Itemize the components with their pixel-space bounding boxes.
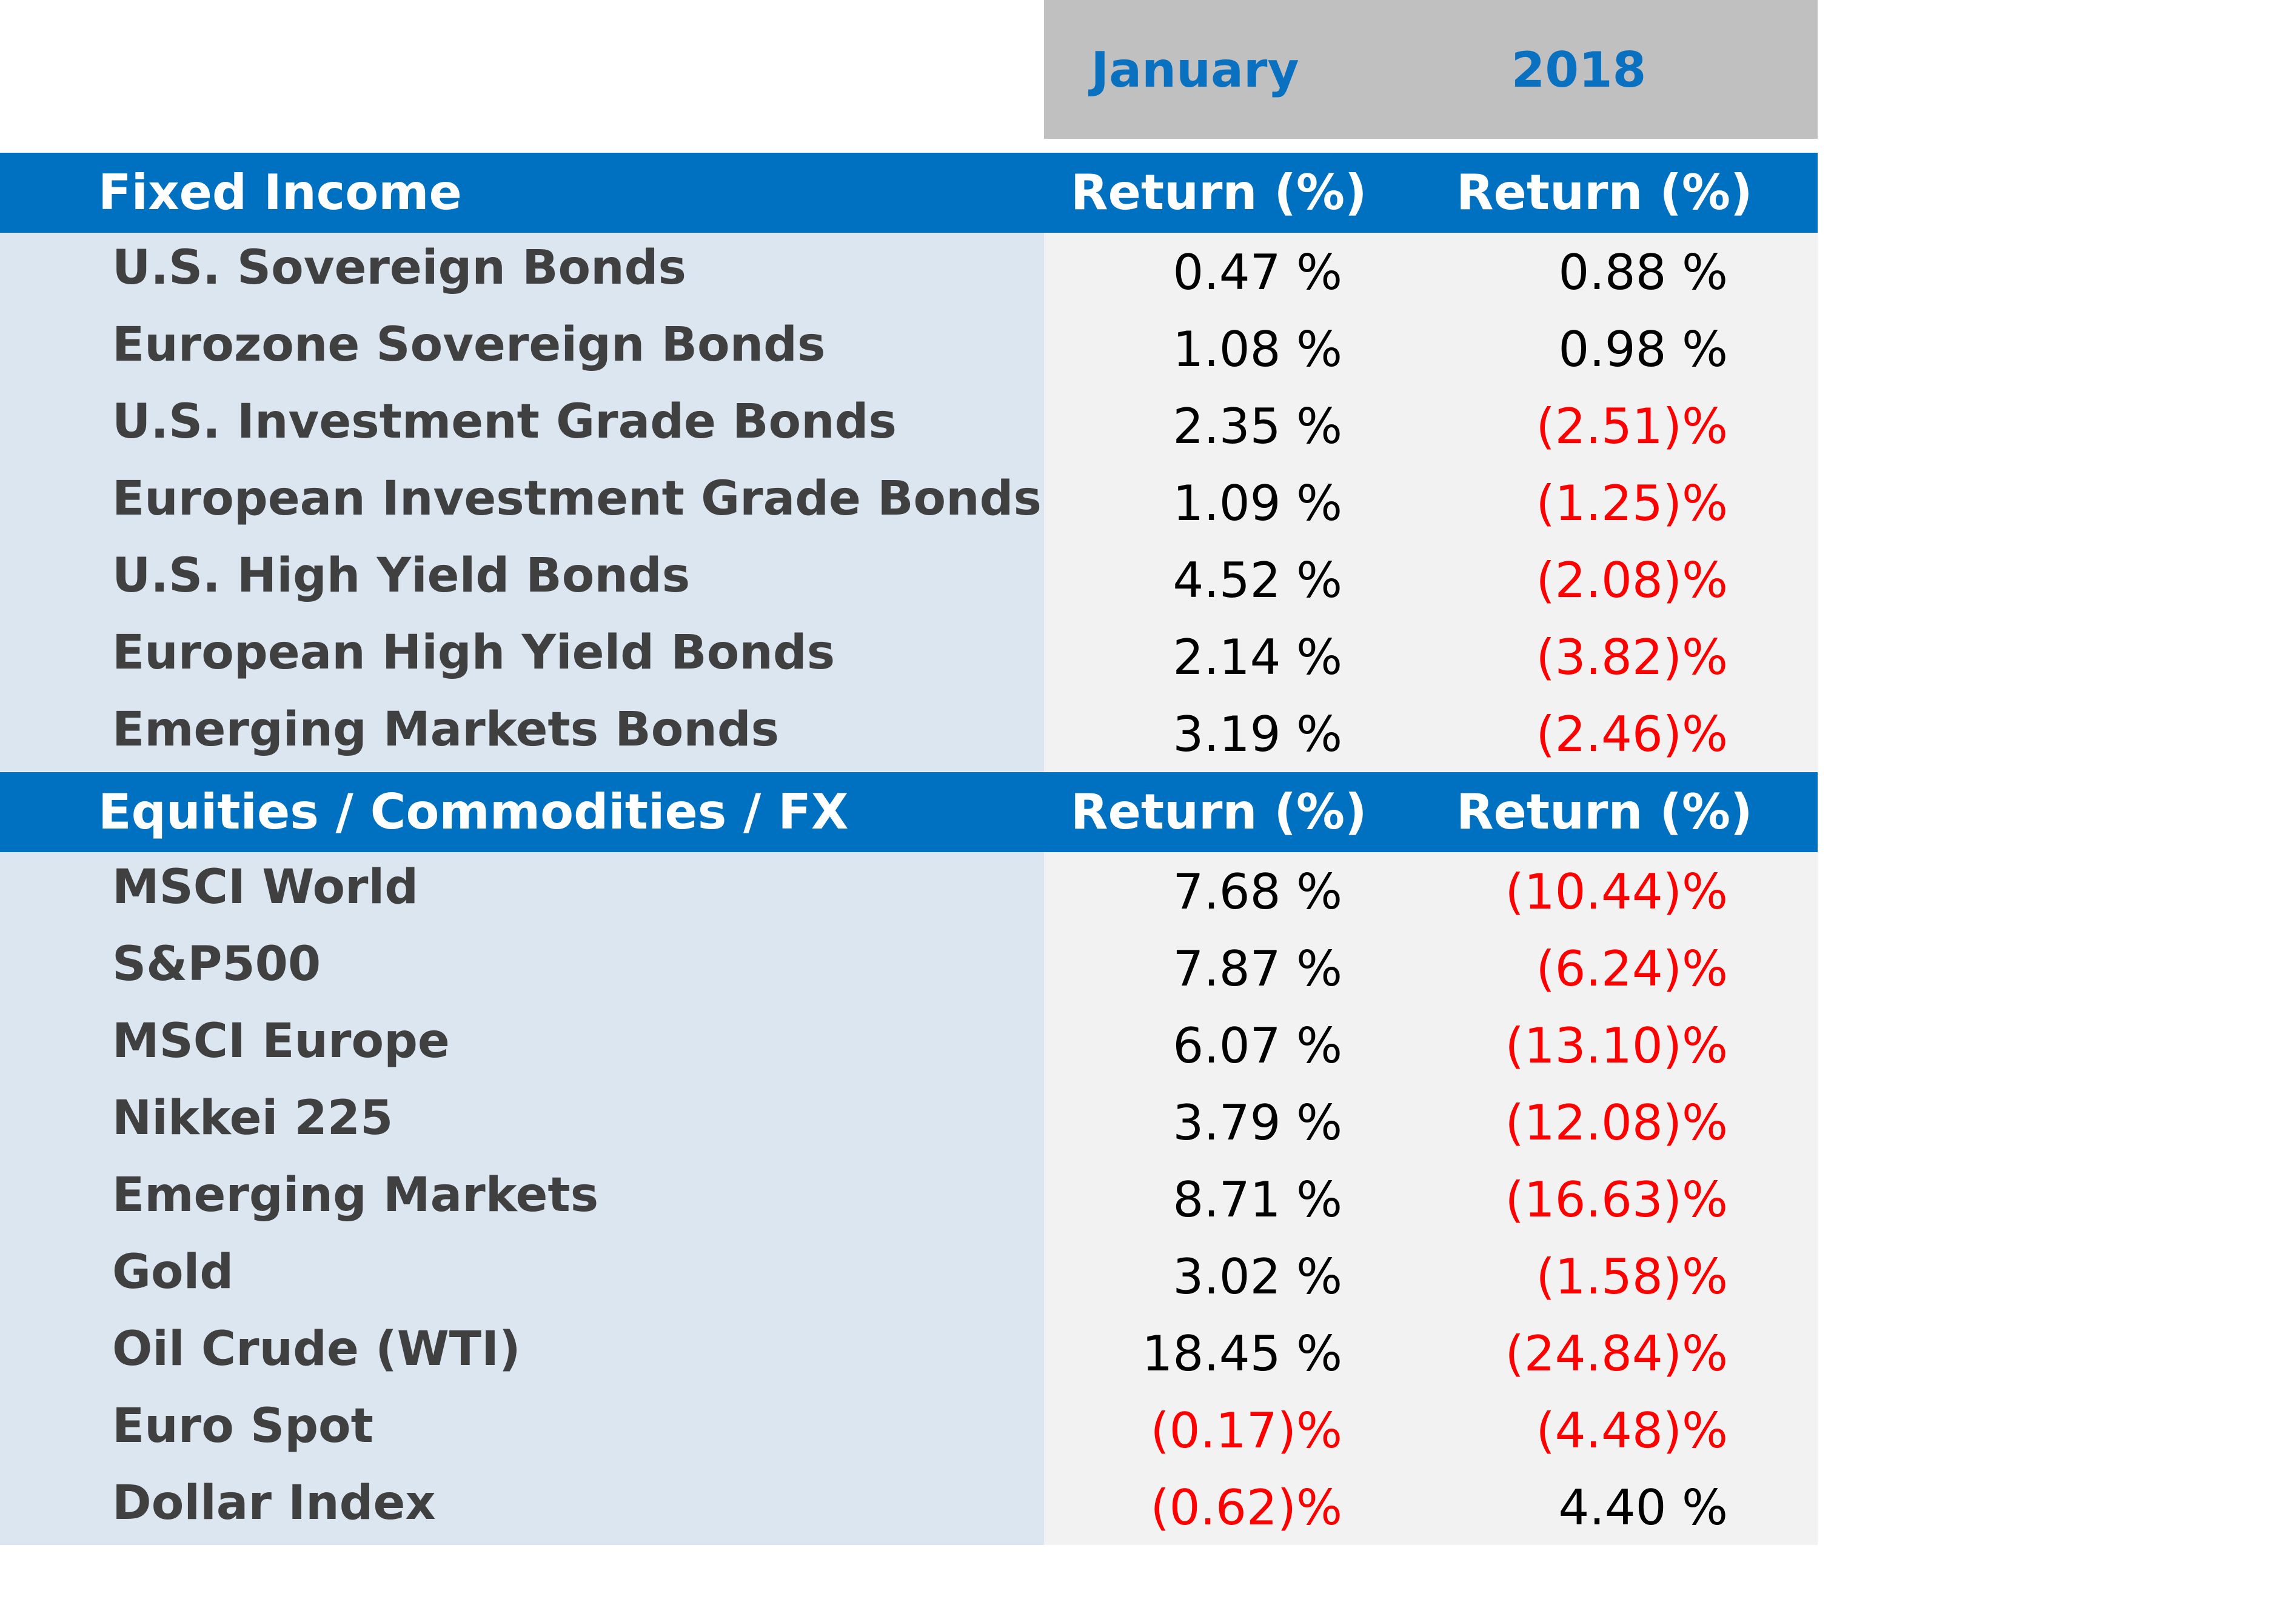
return-january: 3.79 % bbox=[1173, 1095, 1342, 1151]
return-january: 18.45 % bbox=[1142, 1326, 1342, 1382]
table-row: Gold 3.02 % (1.58)% bbox=[0, 1237, 1818, 1314]
column-header: Return (%) bbox=[1456, 164, 1753, 221]
return-2018: (24.84)% bbox=[1505, 1326, 1728, 1382]
table-row: Emerging Markets 8.71 % (16.63)% bbox=[0, 1160, 1818, 1237]
table-row: European Investment Grade Bonds 1.09 % (1.… bbox=[0, 464, 1818, 541]
asset-name: MSCI World bbox=[112, 860, 419, 915]
return-2018: (6.24)% bbox=[1536, 941, 1728, 997]
return-2018: (12.08)% bbox=[1505, 1095, 1728, 1151]
table-row: MSCI World 7.68 % (10.44)% bbox=[0, 852, 1818, 929]
table-row: Eurozone Sovereign Bonds 1.08 % 0.98 % bbox=[0, 310, 1818, 387]
return-january: (0.62)% bbox=[1150, 1480, 1342, 1536]
return-2018: (10.44)% bbox=[1505, 864, 1728, 920]
return-january: (0.17)% bbox=[1150, 1403, 1342, 1459]
asset-name: Gold bbox=[112, 1245, 234, 1299]
table-row: Nikkei 225 3.79 % (12.08)% bbox=[0, 1083, 1818, 1160]
table-row: Oil Crude (WTI) 18.45 % (24.84)% bbox=[0, 1314, 1818, 1391]
column-header: Return (%) bbox=[1071, 164, 1367, 221]
return-2018: 0.88 % bbox=[1558, 244, 1728, 301]
asset-name: U.S. Investment Grade Bonds bbox=[112, 395, 897, 449]
period-header bbox=[1044, 0, 1818, 139]
section-title: Equities / Commodities / FX bbox=[98, 784, 849, 840]
asset-name: Emerging Markets Bonds bbox=[112, 702, 780, 757]
return-january: 8.71 % bbox=[1173, 1172, 1342, 1228]
period-2018: 2018 bbox=[1511, 42, 1647, 98]
return-2018: 4.40 % bbox=[1558, 1480, 1728, 1536]
period-january: January bbox=[1091, 42, 1299, 98]
return-2018: 0.98 % bbox=[1558, 321, 1728, 378]
asset-name: U.S. High Yield Bonds bbox=[112, 549, 691, 603]
asset-name: Oil Crude (WTI) bbox=[112, 1322, 521, 1376]
label-column-bg bbox=[0, 233, 1044, 772]
table-row: S&P500 7.87 % (6.24)% bbox=[0, 929, 1818, 1006]
return-january: 7.87 % bbox=[1173, 941, 1342, 997]
return-2018: (3.82)% bbox=[1536, 629, 1728, 686]
return-2018: (1.25)% bbox=[1536, 475, 1728, 532]
asset-name: European High Yield Bonds bbox=[112, 626, 835, 680]
return-2018: (2.08)% bbox=[1536, 552, 1728, 609]
return-2018: (1.58)% bbox=[1536, 1249, 1728, 1305]
return-january: 2.35 % bbox=[1173, 398, 1342, 455]
table-row: MSCI Europe 6.07 % (13.10)% bbox=[0, 1006, 1818, 1083]
return-2018: (4.48)% bbox=[1536, 1403, 1728, 1459]
return-january: 3.02 % bbox=[1173, 1249, 1342, 1305]
asset-name: European Investment Grade Bonds bbox=[112, 472, 1042, 526]
asset-name: U.S. Sovereign Bonds bbox=[112, 241, 686, 295]
table-row: U.S. Sovereign Bonds 0.47 % 0.88 % bbox=[0, 233, 1818, 310]
table-row: Emerging Markets Bonds 3.19 % (2.46)% bbox=[0, 695, 1818, 772]
return-january: 6.07 % bbox=[1173, 1018, 1342, 1074]
value-column-bg bbox=[1044, 852, 1818, 1545]
return-january: 7.68 % bbox=[1173, 864, 1342, 920]
asset-name: S&P500 bbox=[112, 937, 321, 992]
asset-name: Emerging Markets bbox=[112, 1168, 599, 1223]
table-row: Dollar Index (0.62)% 4.40 % bbox=[0, 1468, 1818, 1545]
value-column-bg bbox=[1044, 233, 1818, 772]
column-header: Return (%) bbox=[1071, 784, 1367, 840]
return-january: 1.09 % bbox=[1173, 475, 1342, 532]
table-row: Euro Spot (0.17)% (4.48)% bbox=[0, 1391, 1818, 1468]
label-column-bg bbox=[0, 852, 1044, 1545]
asset-name: Dollar Index bbox=[112, 1476, 436, 1530]
return-january: 3.19 % bbox=[1173, 706, 1342, 762]
section-title: Fixed Income bbox=[98, 164, 462, 221]
return-2018: (2.46)% bbox=[1536, 706, 1728, 762]
asset-name: Euro Spot bbox=[112, 1399, 373, 1453]
section-header: Equities / Commodities / FX Return (%) Ret… bbox=[0, 772, 1818, 852]
return-2018: (2.51)% bbox=[1536, 398, 1728, 455]
return-january: 0.47 % bbox=[1173, 244, 1342, 301]
asset-name: MSCI Europe bbox=[112, 1014, 450, 1069]
table-row: U.S. High Yield Bonds 4.52 % (2.08)% bbox=[0, 541, 1818, 618]
return-2018: (13.10)% bbox=[1505, 1018, 1728, 1074]
asset-name: Nikkei 225 bbox=[112, 1091, 393, 1146]
section-header: Fixed Income Return (%) Return (%) bbox=[0, 153, 1818, 233]
return-january: 1.08 % bbox=[1173, 321, 1342, 378]
asset-name: Eurozone Sovereign Bonds bbox=[112, 318, 826, 372]
table-row: U.S. Investment Grade Bonds 2.35 % (2.51)% bbox=[0, 387, 1818, 464]
table-row: European High Yield Bonds 2.14 % (3.82)% bbox=[0, 618, 1818, 695]
return-2018: (16.63)% bbox=[1505, 1172, 1728, 1228]
return-january: 4.52 % bbox=[1173, 552, 1342, 609]
return-january: 2.14 % bbox=[1173, 629, 1342, 686]
column-header: Return (%) bbox=[1456, 784, 1753, 840]
